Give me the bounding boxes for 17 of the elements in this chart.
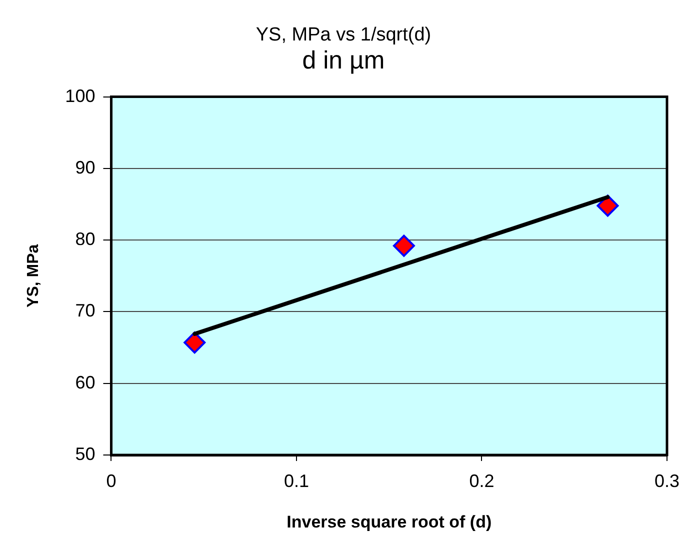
point — [392, 234, 415, 257]
y-tick-label: 100 — [65, 86, 96, 106]
x-tick-label: 0 — [106, 470, 116, 491]
point — [596, 194, 619, 217]
x-tick-label: 0.3 — [654, 470, 680, 491]
y-tick-label: 60 — [75, 372, 96, 392]
y-tick-label: 90 — [75, 157, 96, 178]
x-axis-title: Inverse square root of (d) — [286, 512, 492, 532]
y-tick-label: 80 — [75, 229, 96, 250]
y-tick-label: 50 — [75, 444, 96, 464]
x-tick-label: 0.2 — [469, 470, 494, 491]
point — [184, 332, 206, 354]
chart-title: YS, MPa vs 1/sqrt(d) — [256, 24, 432, 46]
chart-subtitle: d in µm — [302, 46, 385, 75]
y-tick-label: 70 — [75, 300, 96, 321]
x-tick-label: 0.1 — [284, 470, 310, 491]
y-axis-title: YS, MPa — [25, 244, 42, 308]
